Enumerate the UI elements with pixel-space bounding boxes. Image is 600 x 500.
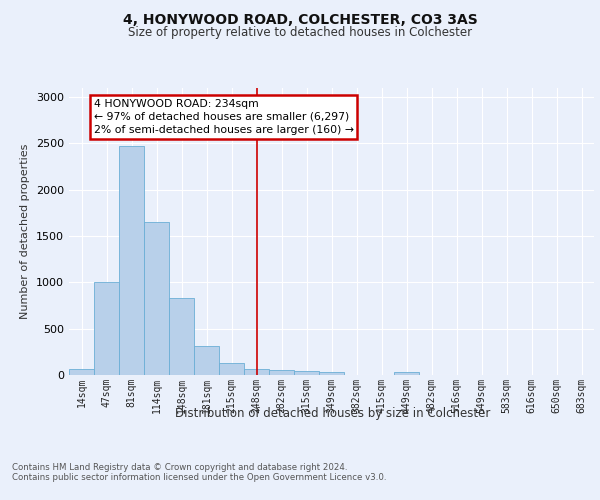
Text: Distribution of detached houses by size in Colchester: Distribution of detached houses by size … [175,408,491,420]
Y-axis label: Number of detached properties: Number of detached properties [20,144,31,319]
Bar [219,363,244,375]
Bar [244,370,269,375]
Text: 4 HONYWOOD ROAD: 234sqm
← 97% of detached houses are smaller (6,297)
2% of semi-: 4 HONYWOOD ROAD: 234sqm ← 97% of detache… [94,98,353,135]
Bar [194,346,219,375]
Bar [294,371,319,375]
Text: Contains HM Land Registry data © Crown copyright and database right 2024.
Contai: Contains HM Land Registry data © Crown c… [12,462,386,482]
Bar [94,282,119,375]
Bar [119,146,144,375]
Bar [144,222,169,375]
Bar [269,370,294,375]
Bar [319,372,344,375]
Bar [169,298,194,375]
Bar [69,370,94,375]
Bar [394,372,419,375]
Text: 4, HONYWOOD ROAD, COLCHESTER, CO3 3AS: 4, HONYWOOD ROAD, COLCHESTER, CO3 3AS [122,12,478,26]
Text: Size of property relative to detached houses in Colchester: Size of property relative to detached ho… [128,26,472,39]
